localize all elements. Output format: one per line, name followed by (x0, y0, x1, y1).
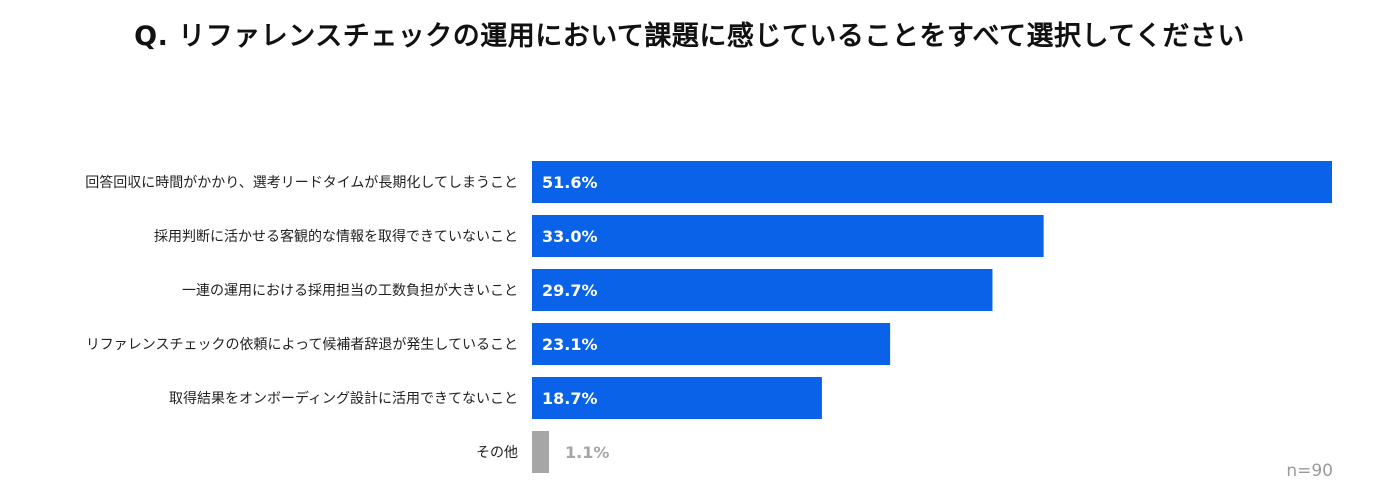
value-label-1: 51.6% (542, 173, 598, 192)
category-label-2: 採用判断に活かせる客観的な情報を取得できていないこと (154, 228, 518, 245)
category-label-6: その他 (476, 445, 518, 461)
category-label-5: 取得結果をオンボーディング設計に活用できてないこと (169, 390, 518, 407)
chart-title: Q. リファレンスチェックの運用において課題に感じていることをすべて選択してくだ… (134, 21, 1245, 52)
bar-2 (532, 215, 1044, 257)
category-label-3: 一連の運用における採用担当の工数負担が大きいこと (182, 283, 518, 299)
category-label-1: 回答回収に時間がかかり、選考リードタイムが長期化してしまうこと (85, 174, 518, 191)
category-label-4: リファレンスチェックの依頼によって候補者辞退が発生していること (86, 337, 518, 353)
value-label-2: 33.0% (542, 227, 598, 246)
value-label-4: 23.1% (542, 335, 598, 354)
sample-size-label: n=90 (1286, 461, 1333, 481)
bar-5 (532, 377, 822, 419)
bar-4 (532, 323, 891, 365)
bar-1 (532, 161, 1332, 203)
value-label-5: 18.7% (542, 389, 598, 408)
value-label-6: 1.1% (565, 443, 609, 462)
value-label-3: 29.7% (542, 281, 598, 300)
bar-6 (532, 431, 550, 473)
bar-3 (532, 269, 993, 311)
